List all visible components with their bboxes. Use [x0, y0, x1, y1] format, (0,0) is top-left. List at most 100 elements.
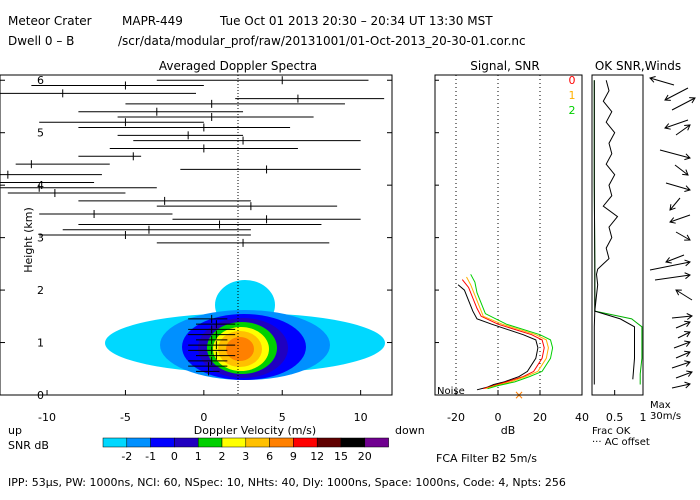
doppler-frame [0, 74, 393, 396]
wind-barb-head [649, 76, 656, 83]
frac-ok-lines [593, 80, 643, 385]
colorbar-tick-label: 12 [310, 450, 324, 463]
frac-ok-label: Frac OK [592, 426, 631, 437]
radar-params: IPP: 53µs, PW: 1000ns, NCI: 60, NSpec: 1… [8, 476, 566, 489]
colorbar-tick-label: 3 [242, 450, 249, 463]
wind-barb [673, 341, 691, 349]
wind-barb-head [675, 289, 682, 296]
wind-barb [671, 97, 696, 111]
winds-frame [591, 74, 644, 396]
wind-barb [654, 274, 691, 281]
wind-barb-head [684, 272, 691, 280]
wind-barb-head [686, 370, 693, 377]
colorbar-swatch [126, 437, 151, 448]
wind-barb-head [669, 217, 676, 224]
wind-scale-max: Max [650, 400, 671, 411]
noise-label: Noise [437, 386, 465, 397]
wind-barb-head [684, 350, 691, 358]
winds-x-tick-label: 1 [640, 411, 647, 424]
doppler-ylabel: Height (km) [22, 207, 35, 273]
wind-barb-head [684, 153, 691, 161]
y-tick-label: 5 [37, 127, 44, 140]
snr-heatmap [105, 280, 385, 380]
signal-panel: Signal, SNR 012 Noise × -20 0 20 40 dB [434, 59, 589, 437]
datetime-label: Tue Oct 01 2013 20:30 – 20:34 UT 13:30 M… [220, 14, 493, 28]
x-tick-label: 5 [279, 411, 286, 424]
wind-barb-head [664, 94, 671, 101]
colorbar-tick-label: 0 [171, 450, 178, 463]
colorbar-swatch [174, 437, 199, 448]
station-label: Meteor Crater [8, 14, 92, 28]
ac-offset-label: ··· AC offset [592, 437, 650, 448]
colorbar-swatch [316, 437, 342, 448]
wind-barb [675, 289, 693, 301]
colorbar-swatch [293, 437, 318, 448]
doppler-xlabel: Doppler Velocity (m/s) [194, 424, 316, 437]
y-tick-label: 3 [37, 232, 44, 245]
colorbar: up down SNR dB -2 -1 0 1 2 3 6 9 12 15 20 [8, 424, 425, 463]
y-tick-label: 0 [37, 389, 44, 402]
colorbar-swatch [269, 437, 294, 448]
wind-barb-head [664, 123, 671, 130]
colorbar-swatch [364, 437, 389, 448]
wind-barb [649, 77, 675, 86]
y-tick-label: 2 [37, 284, 44, 297]
wind-barb [671, 361, 691, 369]
colorbar-swatch [340, 437, 366, 448]
radar-label: MAPR-449 [122, 14, 183, 28]
winds-axes: 0.5 1 [606, 390, 647, 424]
spectra-segments [0, 76, 385, 376]
wind-barb [669, 197, 681, 211]
wind-barb-head [684, 360, 691, 367]
colorbar-up: up [8, 424, 22, 437]
colorbar-tick-label: -1 [145, 450, 156, 463]
legend-entry: 0 [569, 74, 576, 87]
wind-barb [675, 321, 691, 329]
legend-entry: 2 [569, 104, 576, 117]
wind-barb-head [682, 169, 689, 176]
colorbar-tick-label: 15 [334, 450, 348, 463]
colorbar-swatch [221, 437, 247, 448]
signal-title: Signal, SNR [470, 59, 539, 73]
wind-barb [659, 149, 691, 159]
signal-frame [434, 74, 583, 396]
y-tick-label: 1 [37, 337, 44, 350]
path-label: /scr/data/modular_prof/raw/20131001/01-O… [118, 34, 526, 48]
doppler-axes: -10 -5 0 5 10 0 1 2 3 4 5 6 [0, 74, 392, 424]
signal-line-2 [470, 274, 554, 390]
signal-axes: -20 0 20 40 [435, 79, 589, 424]
frac-line-frac-ok-2 [593, 80, 635, 380]
wind-barb [649, 261, 691, 271]
signal-x-tick-label: 20 [533, 411, 547, 424]
colorbar-title: SNR dB [8, 439, 49, 452]
winds-title: OK SNR,Winds [595, 59, 681, 73]
wind-scale-value: 30m/s [650, 411, 681, 422]
signal-line-signal [457, 284, 539, 391]
signal-lines [457, 274, 554, 391]
wind-barb [671, 315, 693, 319]
y-tick-label: 4 [37, 179, 44, 192]
x-tick-label: 10 [354, 411, 368, 424]
doppler-title: Averaged Doppler Spectra [159, 59, 317, 73]
x-tick-label: 0 [200, 411, 207, 424]
colorbar-down: down [395, 424, 425, 437]
x-tick-label: -5 [120, 411, 131, 424]
wind-barb-head [684, 381, 691, 389]
wind-barb-head [684, 234, 691, 241]
colorbar-swatches [102, 437, 389, 448]
wind-barb-head [684, 259, 691, 267]
wind-barb-head [686, 313, 693, 320]
wind-barb [675, 351, 691, 359]
colorbar-tick-label: 20 [358, 450, 372, 463]
wind-barb-head [684, 331, 691, 338]
colorbar-swatch [102, 437, 128, 448]
signal-x-tick-label: 40 [575, 411, 589, 424]
colorbar-tick-label: 9 [290, 450, 297, 463]
dwell-label: Dwell 0 – B [8, 34, 75, 48]
signal-x-tick-label: 0 [495, 411, 502, 424]
signal-line-1 [466, 276, 549, 390]
wind-barb [677, 331, 691, 339]
colorbar-tick-label: 1 [195, 450, 202, 463]
wind-barb-head [689, 97, 696, 104]
